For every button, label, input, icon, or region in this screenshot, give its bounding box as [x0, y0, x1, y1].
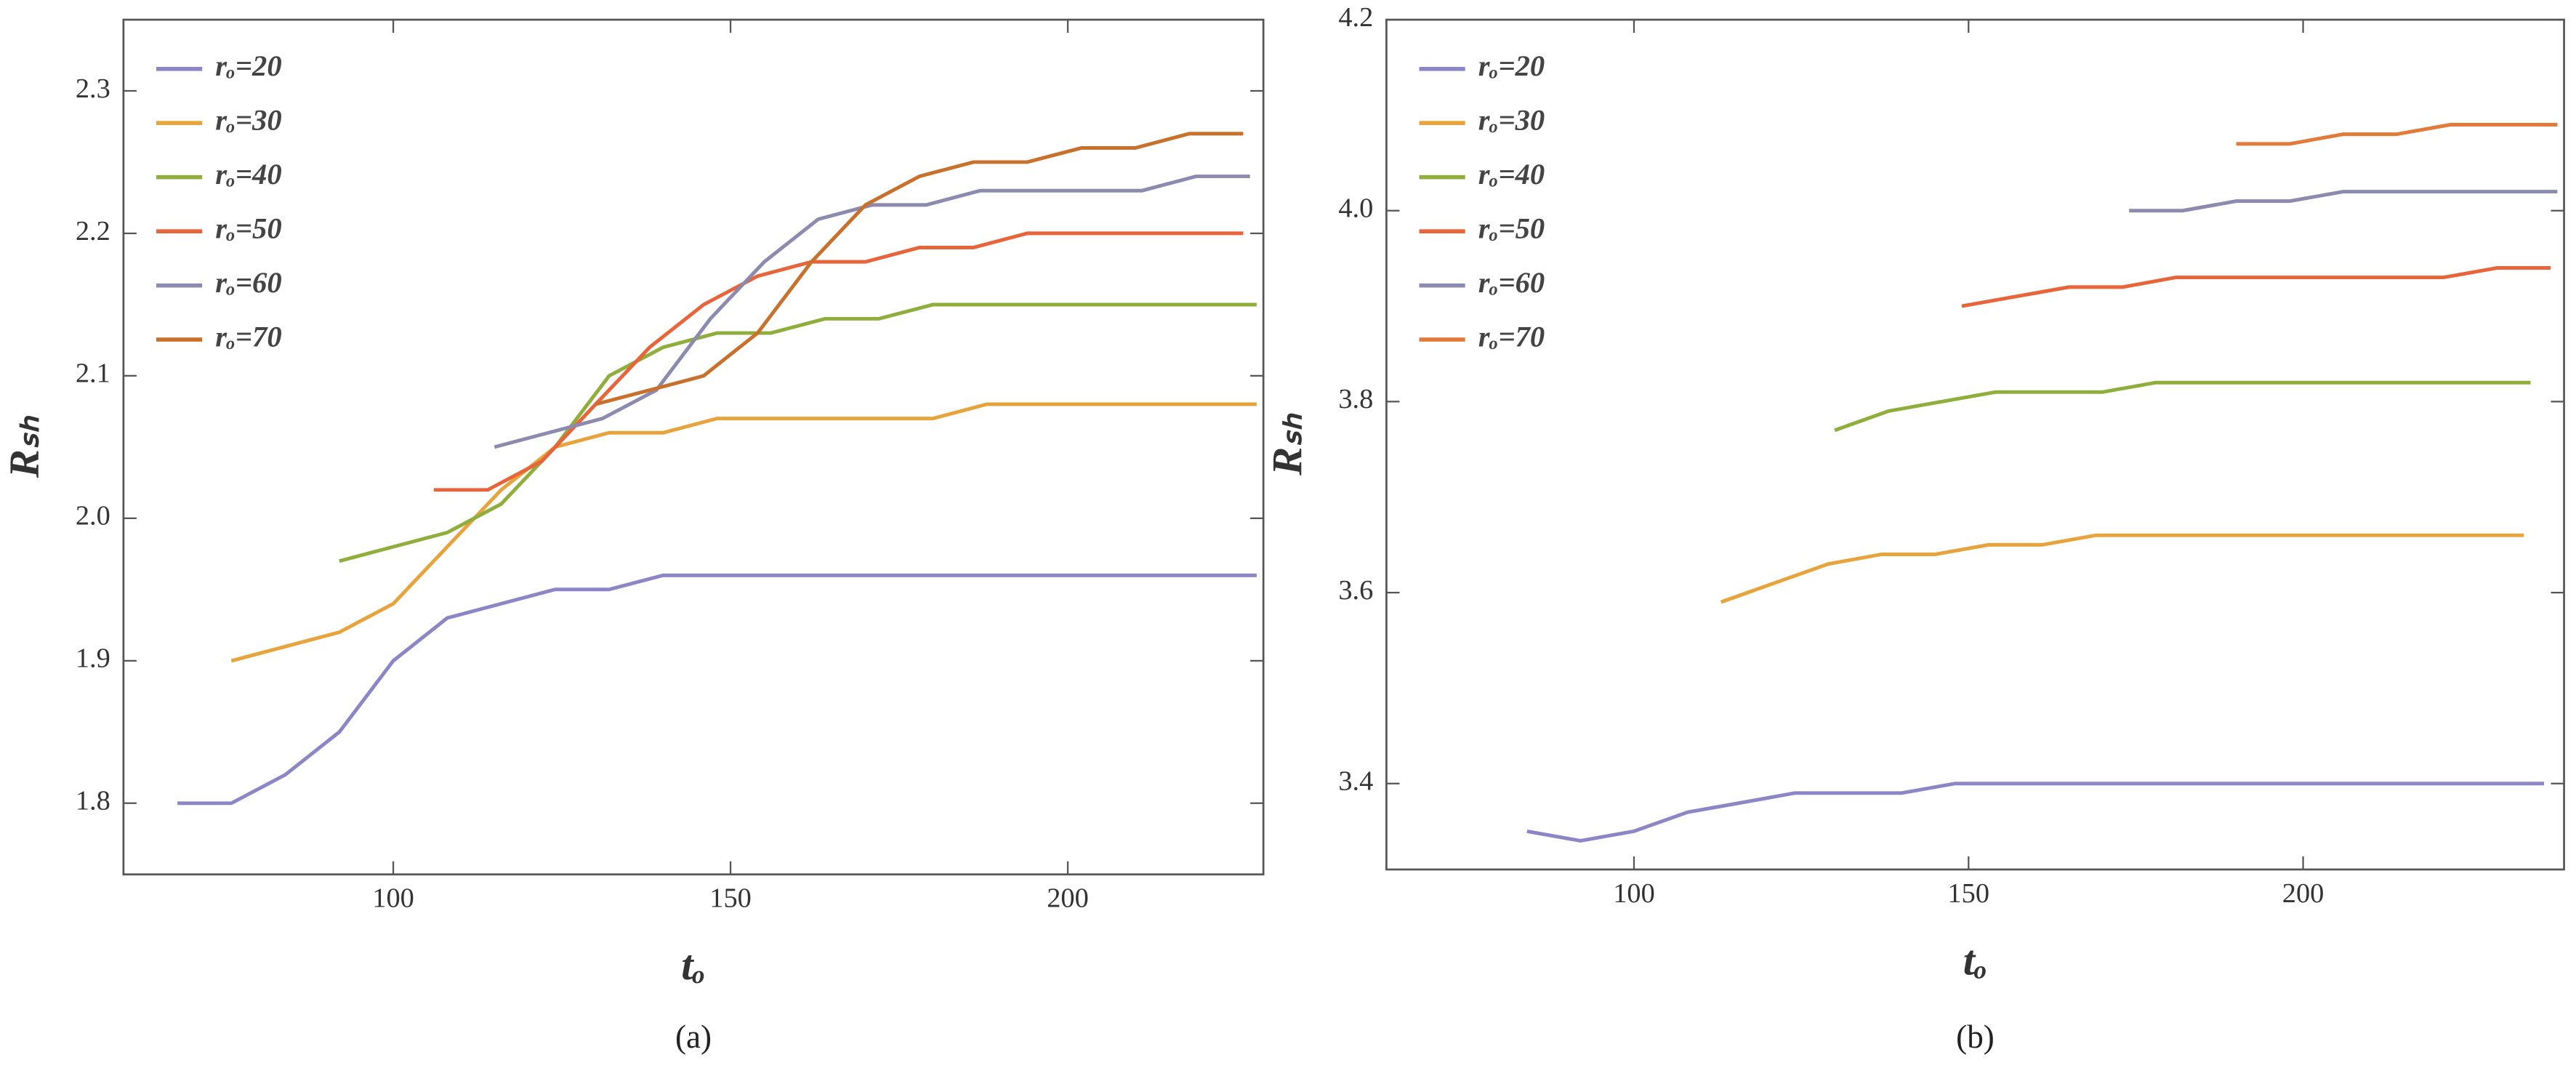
x-tick-label: 100 [372, 883, 414, 914]
y-tick-label: 4.2 [1338, 2, 1373, 33]
y-tick-label: 2.2 [76, 216, 110, 246]
legend-label: rₒ=70 [1478, 320, 1545, 353]
legend-label: rₒ=30 [1478, 104, 1545, 137]
legend-label: rₒ=50 [1478, 212, 1545, 244]
series-line [494, 174, 1250, 449]
x-tick-label: 100 [1613, 878, 1655, 909]
series-line [2236, 123, 2558, 146]
x-tick-label: 150 [1948, 878, 1990, 909]
y-tick-label: 2.1 [76, 358, 110, 389]
legend-label: rₒ=60 [215, 266, 281, 299]
y-tick-label: 1.9 [76, 643, 110, 674]
legend-label: rₒ=30 [215, 104, 281, 137]
x-axis-label: tₒ [1963, 936, 1987, 984]
y-tick-label: 1.8 [76, 786, 110, 816]
series-line [339, 302, 1257, 563]
y-tick-label: 3.8 [1338, 384, 1373, 414]
y-tick-label: 4.0 [1338, 193, 1373, 224]
x-tick-label: 200 [2282, 878, 2325, 909]
y-axis-label: Rₛₕ [0, 415, 47, 478]
y-tick-label: 3.6 [1338, 575, 1373, 606]
legend-label: rₒ=70 [215, 320, 281, 353]
series-line [230, 402, 1257, 663]
caption: (a) [675, 1019, 712, 1055]
legend-label: rₒ=40 [1478, 158, 1545, 190]
x-axis-label: tₒ [681, 941, 705, 989]
series-line [595, 132, 1244, 406]
x-tick-label: 150 [709, 883, 752, 914]
x-tick-label: 200 [1047, 883, 1089, 914]
legend-label: rₒ=60 [1478, 266, 1545, 299]
series-line [177, 573, 1257, 806]
series-line [1720, 533, 2524, 604]
legend-label: rₒ=20 [1478, 49, 1545, 82]
series-line [1526, 782, 2545, 843]
plot-frame [1385, 18, 2565, 871]
legend-label: rₒ=20 [215, 49, 281, 82]
y-tick-label: 2.3 [76, 73, 110, 104]
legend-label: rₒ=50 [215, 212, 281, 244]
legend-label: rₒ=40 [215, 158, 281, 190]
caption: (b) [1956, 1019, 1995, 1055]
series-line [2129, 190, 2558, 213]
series-line [1834, 380, 2531, 433]
plot-frame [122, 18, 1265, 876]
y-tick-label: 3.4 [1338, 766, 1373, 797]
y-axis-label: Rₛₕ [1263, 413, 1311, 476]
series-line [433, 231, 1244, 492]
y-tick-label: 2.0 [76, 501, 110, 531]
series-line [1961, 266, 2551, 308]
